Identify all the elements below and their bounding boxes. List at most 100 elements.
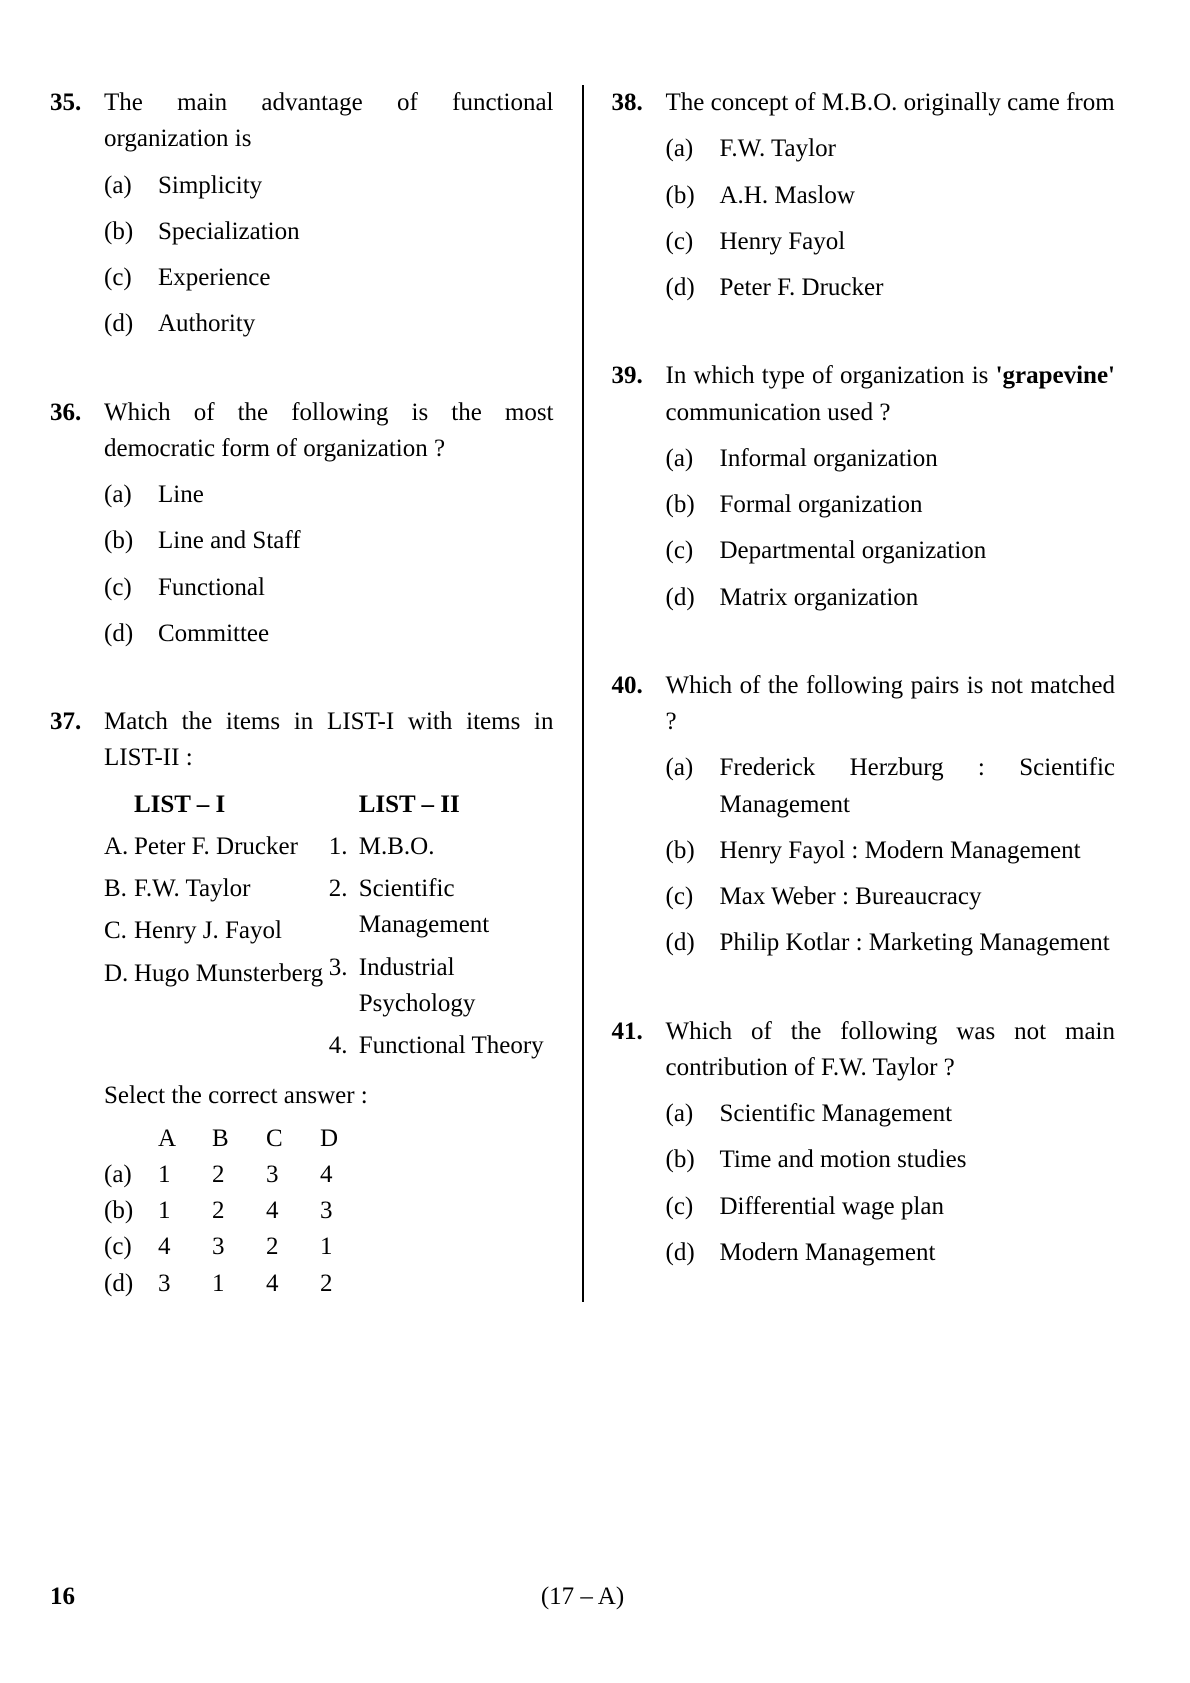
- option-b: (b)Time and motion studies: [666, 1142, 1116, 1178]
- list-marker: 2.: [329, 871, 359, 944]
- grid-row-c: (c) 4 3 2 1: [104, 1229, 554, 1265]
- option-d: (d)Authority: [104, 306, 554, 342]
- cell: 4: [158, 1229, 212, 1265]
- list-two-column: LIST – II 1.M.B.O. 2.Scientific Manageme…: [329, 787, 554, 1071]
- option-label: (d): [104, 616, 158, 652]
- question-body: Which of the following was not main cont…: [666, 1014, 1116, 1282]
- question-39: 39. In which type of organization is 'gr…: [612, 358, 1116, 626]
- cell: 4: [266, 1193, 320, 1229]
- cell: 4: [266, 1266, 320, 1302]
- option-text: Informal organization: [720, 441, 1116, 477]
- list-marker: 1.: [329, 829, 359, 865]
- option-a: (a)Line: [104, 477, 554, 513]
- option-text: Differential wage plan: [720, 1189, 1116, 1225]
- option-text: Time and motion studies: [720, 1142, 1116, 1178]
- left-column: 35. The main advantage of functional org…: [50, 85, 582, 1302]
- option-text: Henry Fayol : Modern Management: [720, 833, 1116, 869]
- answer-grid: A B C D (a) 1 2 3 4 (b: [104, 1121, 554, 1302]
- question-number: 35.: [50, 85, 104, 353]
- question-number: 38.: [612, 85, 666, 316]
- match-lists: LIST – I A.Peter F. Drucker B.F.W. Taylo…: [104, 787, 554, 1071]
- cell: 2: [212, 1157, 266, 1193]
- option-label: (b): [104, 523, 158, 559]
- list-one-header: LIST – I: [104, 787, 329, 823]
- option-text: Peter F. Drucker: [720, 270, 1116, 306]
- option-b: (b)Line and Staff: [104, 523, 554, 559]
- question-35: 35. The main advantage of functional org…: [50, 85, 554, 353]
- option-label: (c): [104, 570, 158, 606]
- question-stem: Which of the following was not main cont…: [666, 1014, 1116, 1087]
- option-label: (d): [104, 306, 158, 342]
- option-text: Formal organization: [720, 487, 1116, 523]
- option-d: (d)Matrix organization: [666, 580, 1116, 616]
- row-label: (b): [104, 1193, 158, 1229]
- option-text: Functional: [158, 570, 554, 606]
- question-number: 37.: [50, 704, 104, 1302]
- list-marker: B.: [104, 871, 134, 907]
- option-text: Authority: [158, 306, 554, 342]
- options-list: (a)F.W. Taylor (b)A.H. Maslow (c)Henry F…: [666, 131, 1116, 306]
- option-a: (a)F.W. Taylor: [666, 131, 1116, 167]
- cell: 3: [266, 1157, 320, 1193]
- option-a: (a)Simplicity: [104, 168, 554, 204]
- question-body: The main advantage of functional organiz…: [104, 85, 554, 353]
- cell: 2: [320, 1266, 374, 1302]
- list-marker: C.: [104, 913, 134, 949]
- option-b: (b)Formal organization: [666, 487, 1116, 523]
- option-label: (c): [666, 879, 720, 915]
- option-b: (b)A.H. Maslow: [666, 178, 1116, 214]
- option-label: (c): [666, 1189, 720, 1225]
- option-label: (b): [666, 833, 720, 869]
- option-c: (c)Differential wage plan: [666, 1189, 1116, 1225]
- question-40: 40. Which of the following pairs is not …: [612, 668, 1116, 972]
- option-label: (c): [104, 260, 158, 296]
- list-marker: A.: [104, 829, 134, 865]
- question-stem: In which type of organization is 'grapev…: [666, 358, 1116, 431]
- list-item: 1.M.B.O.: [329, 829, 554, 865]
- option-text: Departmental organization: [720, 533, 1116, 569]
- option-label: (c): [666, 533, 720, 569]
- option-c: (c)Departmental organization: [666, 533, 1116, 569]
- option-text: A.H. Maslow: [720, 178, 1116, 214]
- list-marker: 3.: [329, 950, 359, 1023]
- option-text: Max Weber : Bureaucracy: [720, 879, 1116, 915]
- list-item: 4.Functional Theory: [329, 1028, 554, 1064]
- option-label: (a): [666, 441, 720, 477]
- option-label: (c): [666, 224, 720, 260]
- option-d: (d)Peter F. Drucker: [666, 270, 1116, 306]
- list-text: Hugo Munsterberg: [134, 956, 329, 992]
- list-item: 3.Industrial Psychology: [329, 950, 554, 1023]
- grid-row-d: (d) 3 1 4 2: [104, 1266, 554, 1302]
- question-number: 40.: [612, 668, 666, 972]
- option-text: Scientific Management: [720, 1096, 1116, 1132]
- question-38: 38. The concept of M.B.O. originally cam…: [612, 85, 1116, 316]
- option-c: (c)Experience: [104, 260, 554, 296]
- options-list: (a)Scientific Management (b)Time and mot…: [666, 1096, 1116, 1271]
- list-text: Scientific Management: [359, 871, 554, 944]
- question-number: 36.: [50, 395, 104, 663]
- option-b: (b)Specialization: [104, 214, 554, 250]
- columns-wrapper: 35. The main advantage of functional org…: [50, 85, 1115, 1302]
- options-list: (a)Line (b)Line and Staff (c)Functional …: [104, 477, 554, 652]
- grid-row-b: (b) 1 2 4 3: [104, 1193, 554, 1229]
- list-text: Functional Theory: [359, 1028, 554, 1064]
- question-body: The concept of M.B.O. originally came fr…: [666, 85, 1116, 316]
- grid-head-a: A: [158, 1121, 212, 1157]
- option-label: (a): [104, 168, 158, 204]
- page-number-left: 16: [50, 1579, 75, 1615]
- option-text: Committee: [158, 616, 554, 652]
- option-c: (c)Henry Fayol: [666, 224, 1116, 260]
- question-body: Which of the following pairs is not matc…: [666, 668, 1116, 972]
- list-item: B.F.W. Taylor: [104, 871, 329, 907]
- list-marker: D.: [104, 956, 134, 992]
- list-marker: 4.: [329, 1028, 359, 1064]
- option-c: (c)Max Weber : Bureaucracy: [666, 879, 1116, 915]
- question-body: Match the items in LIST-I with items in …: [104, 704, 554, 1302]
- question-body: In which type of organization is 'grapev…: [666, 358, 1116, 626]
- option-d: (d)Philip Kotlar : Marketing Management: [666, 925, 1116, 961]
- stem-post: communication used ?: [666, 399, 891, 426]
- question-stem: Match the items in LIST-I with items in …: [104, 704, 554, 777]
- option-text: Specialization: [158, 214, 554, 250]
- question-stem: The main advantage of functional organiz…: [104, 85, 554, 158]
- page-footer: 16 (17 – A): [50, 1579, 1115, 1615]
